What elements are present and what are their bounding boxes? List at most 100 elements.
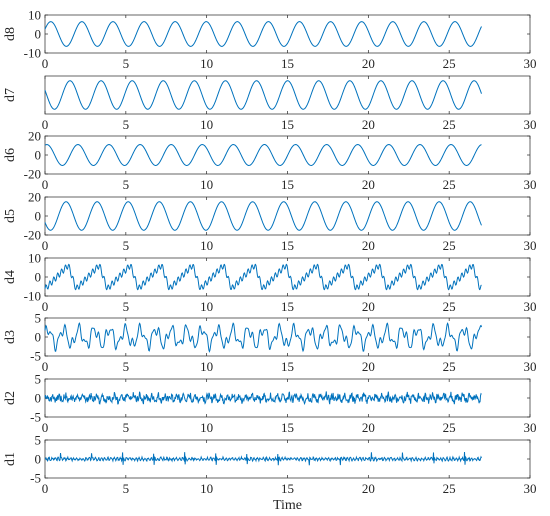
panel-d7: 0 5 10 15 20 25 30 d7 [3, 75, 537, 132]
x-tick-label: 25 [443, 299, 456, 314]
x-tick-label: 10 [200, 238, 213, 253]
y-axis-label-d2: d2 [3, 391, 18, 405]
x-tick-label: 25 [443, 238, 456, 253]
x-tick-label: 15 [281, 56, 294, 71]
y-tick-label: 0 [35, 27, 42, 42]
x-tick-label: 30 [524, 238, 537, 253]
x-axis-label: Time [273, 498, 302, 513]
y-tick-label: -10 [24, 46, 41, 61]
x-tick-label: 20 [362, 359, 375, 374]
x-tick-label: 30 [524, 420, 537, 435]
x-tick-label: 5 [123, 56, 130, 71]
y-axis-label-d5: d5 [3, 209, 18, 223]
x-tick-label: 5 [123, 359, 130, 374]
x-tick-label: 20 [362, 56, 375, 71]
y-tick-label: 20 [28, 129, 41, 144]
x-tick-label: 15 [281, 420, 294, 435]
series-line-d4 [44, 263, 482, 291]
x-tick-label: 20 [362, 299, 375, 314]
x-tick-label: 10 [200, 420, 213, 435]
y-tick-label: -20 [24, 167, 41, 182]
x-tick-label: 0 [42, 238, 49, 253]
y-tick-label: 20 [28, 190, 41, 205]
y-tick-label: -5 [30, 471, 41, 486]
y-tick-label: 10 [28, 251, 41, 266]
series-line-d6 [44, 144, 482, 166]
x-tick-label: 0 [42, 481, 49, 496]
y-axis-label-d6: d6 [3, 148, 18, 162]
y-axis-label-d7: d7 [3, 88, 18, 102]
x-tick-label: 25 [443, 359, 456, 374]
x-tick-label: 5 [123, 299, 130, 314]
y-tick-label: 0 [35, 270, 42, 285]
series-line-d3 [44, 322, 482, 353]
x-tick-label: 0 [42, 299, 49, 314]
y-tick-label: 5 [35, 311, 42, 326]
y-tick-label: -20 [24, 228, 41, 243]
y-tick-label: 10 [28, 8, 41, 23]
x-tick-label: 5 [123, 238, 130, 253]
x-tick-label: 25 [443, 117, 456, 132]
x-tick-label: 15 [281, 359, 294, 374]
x-tick-label: 15 [281, 177, 294, 192]
axes-box-d8 [44, 14, 531, 54]
y-axis-label-d3: d3 [3, 330, 18, 344]
x-tick-label: 0 [42, 56, 49, 71]
series-line-d8 [44, 21, 482, 47]
x-tick-label: 25 [443, 177, 456, 192]
y-tick-label: -5 [30, 349, 41, 364]
x-tick-label: 25 [443, 420, 456, 435]
axes-box-d5 [44, 196, 531, 236]
x-tick-label: 10 [200, 359, 213, 374]
x-tick-label: 10 [200, 117, 213, 132]
y-axis-label-d8: d8 [3, 27, 18, 41]
x-tick-label: 20 [362, 238, 375, 253]
x-tick-label: 30 [524, 56, 537, 71]
x-tick-label: 5 [123, 177, 130, 192]
y-tick-label: 5 [35, 433, 42, 448]
x-tick-label: 10 [200, 56, 213, 71]
x-tick-label: 10 [200, 177, 213, 192]
x-tick-label: 5 [123, 481, 130, 496]
x-tick-label: 5 [123, 117, 130, 132]
x-tick-label: 30 [524, 177, 537, 192]
x-tick-label: 20 [362, 420, 375, 435]
x-tick-label: 20 [362, 481, 375, 496]
x-tick-label: 15 [281, 117, 294, 132]
x-tick-label: 0 [42, 420, 49, 435]
series-line-d2 [44, 391, 482, 406]
x-tick-label: 0 [42, 359, 49, 374]
series-line-d5 [44, 201, 482, 231]
x-tick-label: 15 [281, 299, 294, 314]
y-tick-label: 0 [35, 391, 42, 406]
x-tick-label: 0 [42, 177, 49, 192]
y-tick-label: 0 [35, 330, 42, 345]
series-line-d7 [44, 80, 482, 110]
x-tick-label: 30 [524, 359, 537, 374]
x-tick-label: 20 [362, 177, 375, 192]
x-tick-label: 30 [524, 481, 537, 496]
x-tick-label: 5 [123, 420, 130, 435]
y-tick-label: 0 [35, 452, 42, 467]
y-axis-label-d4: d4 [3, 270, 18, 284]
x-tick-label: 10 [200, 299, 213, 314]
y-tick-label: 0 [35, 209, 42, 224]
x-tick-label: 25 [443, 481, 456, 496]
x-tick-label: 15 [281, 238, 294, 253]
x-tick-label: 20 [362, 117, 375, 132]
y-tick-label: 0 [35, 148, 42, 163]
y-tick-label: -5 [30, 410, 41, 425]
x-tick-label: 25 [443, 56, 456, 71]
x-tick-label: 0 [42, 117, 49, 132]
y-tick-label: -10 [24, 289, 41, 304]
x-tick-label: 10 [200, 481, 213, 496]
x-tick-label: 30 [524, 299, 537, 314]
y-tick-label: 5 [35, 372, 42, 387]
